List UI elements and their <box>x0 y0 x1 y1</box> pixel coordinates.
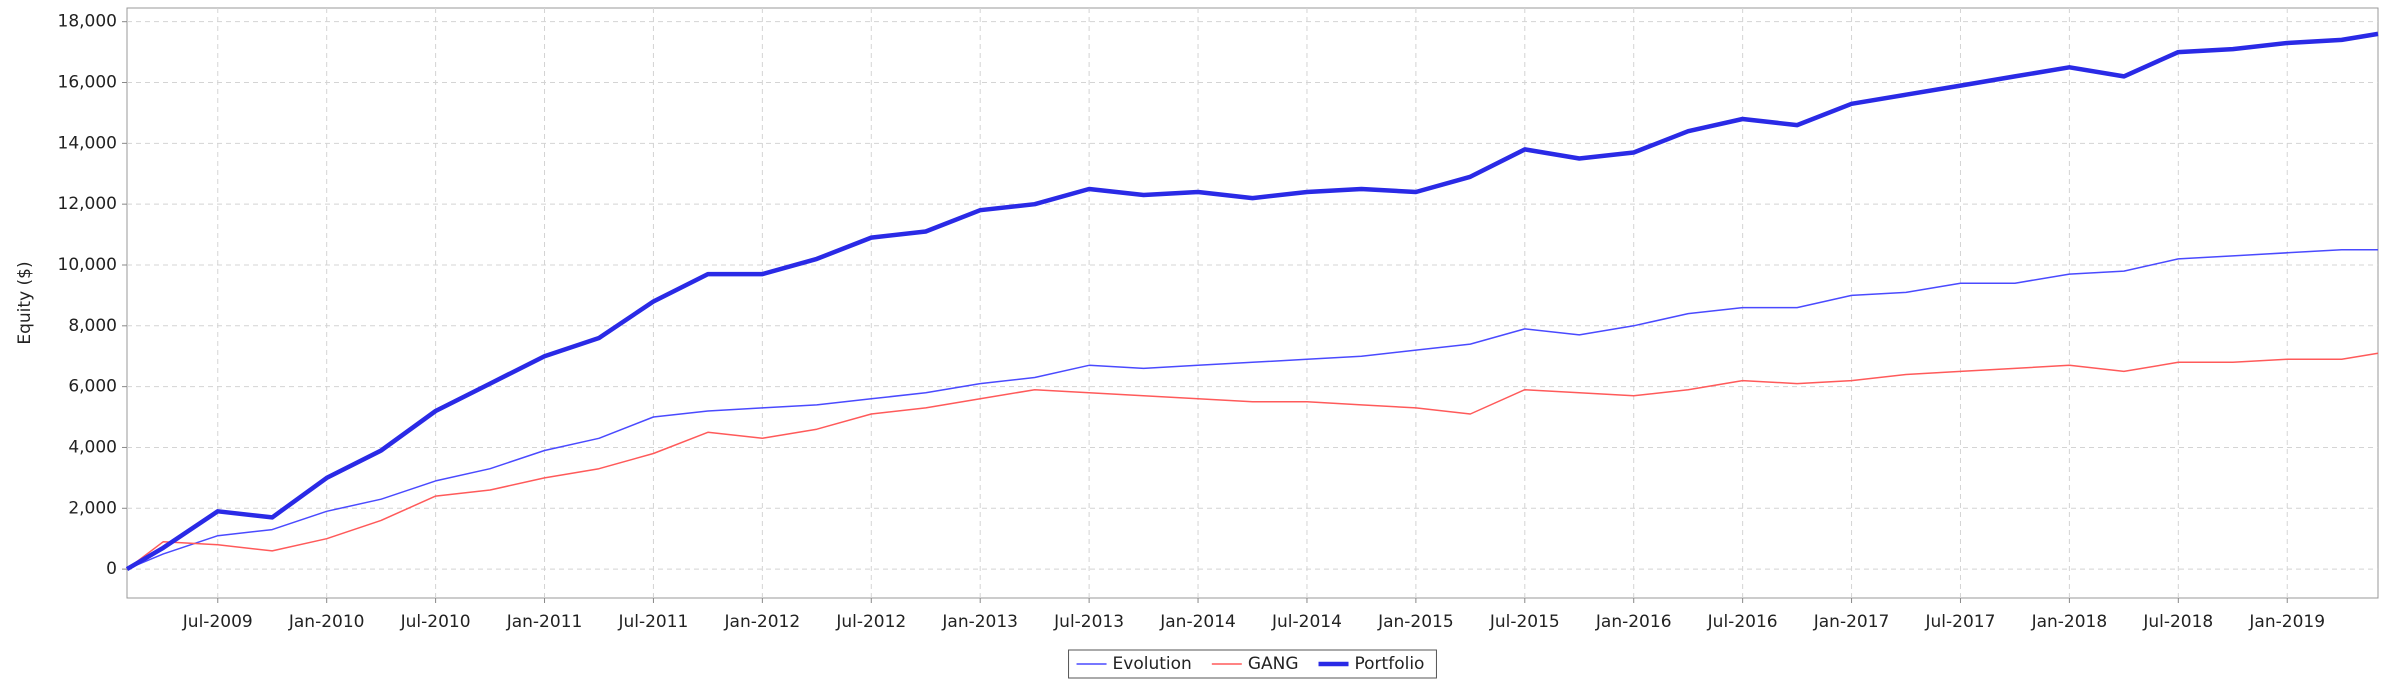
x-tick-label: Jan-2015 <box>1377 612 1454 632</box>
series-line <box>126 249 2378 570</box>
y-axis-title: Equity ($) <box>15 261 35 344</box>
legend-label: Portfolio <box>1355 654 1425 674</box>
y-tick-label: 2,000 <box>68 498 117 518</box>
y-tick-label: 14,000 <box>58 133 117 153</box>
x-tick-label: Jul-2014 <box>1271 612 1342 632</box>
legend-label: Evolution <box>1113 654 1192 674</box>
x-tick-label: Jul-2017 <box>1925 612 1996 632</box>
x-tick-label: Jan-2017 <box>1813 612 1890 632</box>
y-tick-label: 6,000 <box>68 377 117 397</box>
y-tick-label: 18,000 <box>58 12 117 32</box>
x-tick-label: Jan-2016 <box>1595 612 1672 632</box>
y-tick-label: 0 <box>106 559 117 579</box>
y-tick-label: 10,000 <box>58 255 117 275</box>
x-tick-label: Jul-2015 <box>1489 612 1560 632</box>
x-tick-label: Jul-2010 <box>400 612 471 632</box>
y-tick-label: 8,000 <box>68 316 117 336</box>
x-tick-label: Jan-2014 <box>1159 612 1236 632</box>
x-tick-label: Jul-2016 <box>1707 612 1778 632</box>
series-line <box>126 352 2379 570</box>
legend: Evolution GANG Portfolio <box>1068 649 1437 679</box>
y-tick-label: 4,000 <box>68 437 117 457</box>
y-tick-label: 16,000 <box>58 73 117 93</box>
x-tick-label: Jan-2010 <box>288 612 365 632</box>
x-tick-label: Jan-2018 <box>2031 612 2108 632</box>
legend-label: GANG <box>1248 654 1299 674</box>
legend-box <box>1068 649 1437 679</box>
x-tick-label: Jul-2013 <box>1053 612 1124 632</box>
y-tick-label: 12,000 <box>58 194 117 214</box>
x-tick-label: Jan-2012 <box>724 612 801 632</box>
x-tick-label: Jul-2011 <box>617 612 688 632</box>
x-tick-label: Jul-2012 <box>835 612 906 632</box>
x-tick-label: Jan-2019 <box>2248 612 2325 632</box>
x-tick-label: Jan-2013 <box>941 612 1018 632</box>
series-line <box>125 31 2379 572</box>
x-tick-label: Jan-2011 <box>506 612 583 632</box>
x-tick-label: Jul-2009 <box>182 612 253 632</box>
x-tick-label: Jul-2018 <box>2142 612 2213 632</box>
plot-area <box>126 7 2379 599</box>
